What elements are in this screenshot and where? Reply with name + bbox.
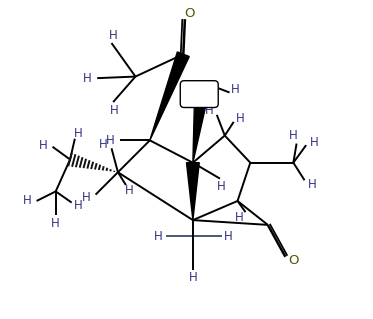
Text: H: H	[74, 127, 83, 139]
Text: H: H	[188, 271, 197, 284]
Text: H: H	[82, 191, 90, 204]
Text: H: H	[204, 104, 213, 116]
Text: H: H	[83, 72, 92, 85]
Text: H: H	[154, 230, 163, 242]
Text: H: H	[224, 230, 233, 242]
Text: H: H	[310, 136, 319, 149]
Text: H: H	[73, 199, 82, 212]
Text: H: H	[99, 138, 108, 151]
Text: H: H	[38, 139, 47, 152]
Text: H: H	[109, 29, 117, 41]
Polygon shape	[193, 98, 207, 163]
Polygon shape	[186, 163, 199, 220]
Text: H: H	[308, 178, 317, 190]
Text: O: O	[288, 254, 299, 267]
Text: O: O	[184, 7, 195, 20]
Text: H: H	[106, 134, 114, 147]
Text: H: H	[217, 180, 226, 193]
Text: H: H	[235, 211, 244, 224]
Text: H: H	[236, 112, 244, 124]
Text: H: H	[289, 129, 298, 142]
Text: H: H	[23, 195, 32, 207]
Text: H: H	[231, 83, 240, 96]
FancyBboxPatch shape	[180, 81, 218, 108]
Text: Abs: Abs	[188, 88, 210, 100]
Text: H: H	[51, 217, 60, 230]
Text: H: H	[110, 104, 119, 116]
Text: H: H	[125, 184, 134, 197]
Polygon shape	[150, 52, 189, 140]
